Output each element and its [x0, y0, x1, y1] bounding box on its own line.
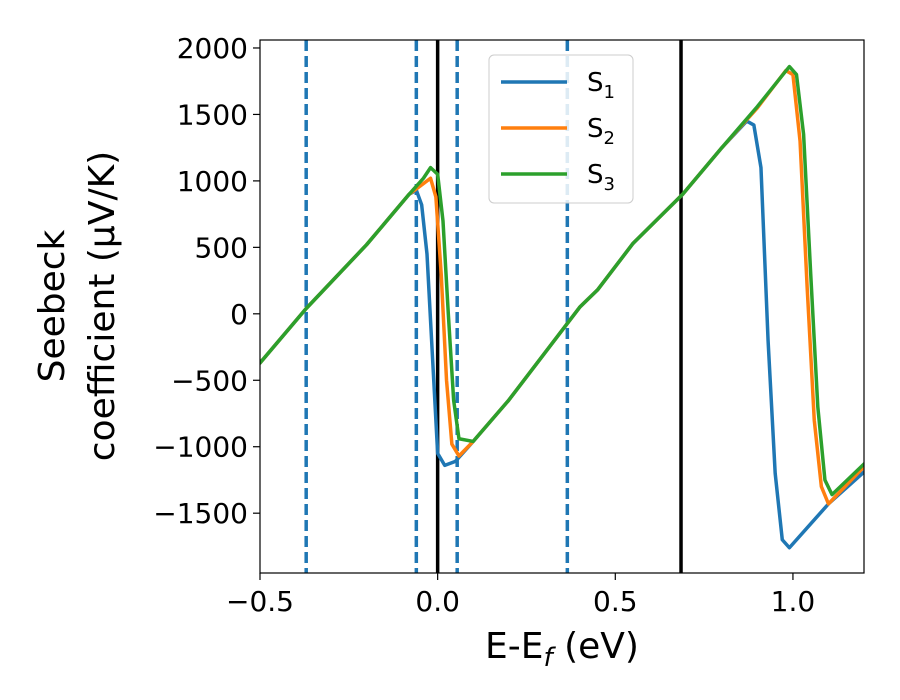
- y-tick-label: −500: [171, 364, 248, 397]
- x-tick-label: −0.5: [226, 585, 294, 618]
- y-tick-label: 2000: [177, 32, 248, 65]
- x-tick-label: 1.0: [771, 585, 816, 618]
- y-tick-label: 0: [230, 298, 248, 331]
- legend: S1 S2 S3: [488, 54, 634, 204]
- x-tick-label: 0.0: [415, 585, 460, 618]
- y-tick-label: −1000: [153, 431, 248, 464]
- y-axis-ticks: −1500 −1000 −500 0 500 1000 1500 2000: [153, 32, 260, 530]
- series-line-s3: [260, 64, 864, 497]
- series-lines: [260, 64, 864, 550]
- y-axis-label-line1: Seebeck: [32, 229, 73, 382]
- y-tick-label: 1500: [177, 98, 248, 131]
- legend-label-s3: S3: [587, 160, 615, 195]
- y-tick-label: 1000: [177, 165, 248, 198]
- legend-label-s1: S1: [587, 68, 615, 103]
- x-axis-label: E-Ef (eV): [485, 626, 639, 673]
- x-tick-label: 0.5: [593, 585, 638, 618]
- x-axis-ticks: −0.5 0.0 0.5 1.0: [226, 573, 815, 618]
- y-tick-label: 500: [195, 231, 248, 264]
- legend-label-s2: S2: [587, 114, 615, 149]
- y-tick-label: −1500: [153, 497, 248, 530]
- y-axis-label-line2: coefficient (μV/K): [82, 151, 123, 461]
- plot-frame: [259, 39, 865, 574]
